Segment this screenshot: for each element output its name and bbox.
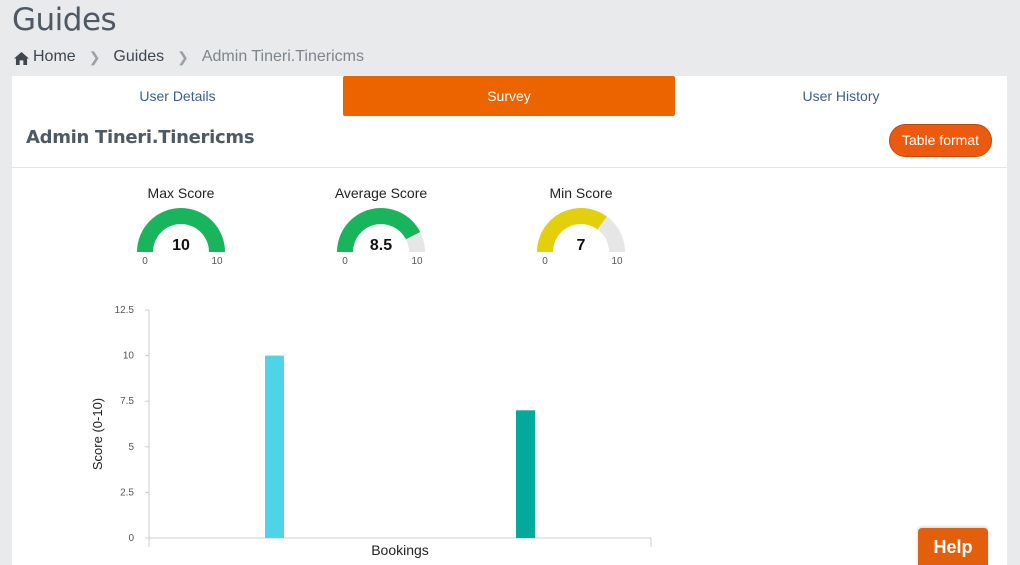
breadcrumb: Home ❯ Guides ❯ Admin Tineri.Tinericms xyxy=(14,47,364,67)
gauge-min-label: 0 xyxy=(142,256,148,267)
divider xyxy=(12,167,1007,168)
x-axis-label: Bookings xyxy=(371,542,429,558)
gauge-max-score: Max Score 10 0 10 xyxy=(111,180,251,270)
table-format-button[interactable]: Table format xyxy=(889,124,992,157)
gauge-dial: 10 0 10 xyxy=(137,208,225,267)
y-axis-label: Score (0-10) xyxy=(90,398,105,470)
gauge-fill xyxy=(137,208,225,252)
breadcrumb-home-link[interactable]: Home xyxy=(33,48,76,65)
gauge-title: Min Score xyxy=(549,185,613,201)
y-tick-label: 10 xyxy=(123,351,135,362)
gauge-value: 10 xyxy=(172,237,190,254)
y-tick-label: 7.5 xyxy=(120,396,134,407)
help-button[interactable]: Help xyxy=(918,528,988,565)
gauge-dial: 8.5 0 10 xyxy=(337,208,425,267)
bar[interactable] xyxy=(516,410,535,538)
gauge-dial: 7 0 10 xyxy=(537,208,625,267)
tab-bar: User Details Survey User History xyxy=(12,76,1007,116)
breadcrumb-guides-link[interactable]: Guides xyxy=(113,48,165,65)
tab-user-history[interactable]: User History xyxy=(802,88,880,104)
gauge-average-score: Average Score 8.5 0 10 xyxy=(311,180,451,270)
y-tick-label: 5 xyxy=(128,442,134,453)
gauge-value: 8.5 xyxy=(370,237,392,254)
gauge-fill xyxy=(537,208,607,252)
chevron-right-icon: ❯ xyxy=(88,48,101,65)
score-bar-chart: 0 2.5 5 7.5 10 12.5 Bookings Score (0-10) xyxy=(90,305,652,558)
profile-name: Admin Tineri.Tinericms xyxy=(26,127,255,148)
y-tick-label: 12.5 xyxy=(115,305,135,316)
gauge-min-score: Min Score 7 0 10 xyxy=(511,180,651,270)
page-title: Guides xyxy=(12,2,117,38)
bar[interactable] xyxy=(265,355,284,538)
chevron-right-icon: ❯ xyxy=(177,48,189,65)
gauge-max-label: 10 xyxy=(211,256,223,267)
main-card: User Details Survey User History Admin T… xyxy=(12,76,1007,565)
gauge-min-label: 0 xyxy=(542,256,548,267)
gauge-title: Average Score xyxy=(334,185,428,201)
gauge-min-label: 0 xyxy=(342,256,348,267)
home-icon xyxy=(14,51,29,65)
gauge-value: 7 xyxy=(577,237,586,254)
tab-user-details[interactable]: User Details xyxy=(139,88,216,104)
tab-survey[interactable]: Survey xyxy=(343,76,675,116)
y-tick-label: 2.5 xyxy=(120,487,134,498)
gauge-max-label: 10 xyxy=(611,256,623,267)
breadcrumb-current: Admin Tineri.Tinericms xyxy=(201,48,364,65)
y-tick-label: 0 xyxy=(128,533,134,544)
gauge-title: Max Score xyxy=(147,185,215,201)
gauge-max-label: 10 xyxy=(411,256,423,267)
gauge-fill xyxy=(337,208,421,252)
